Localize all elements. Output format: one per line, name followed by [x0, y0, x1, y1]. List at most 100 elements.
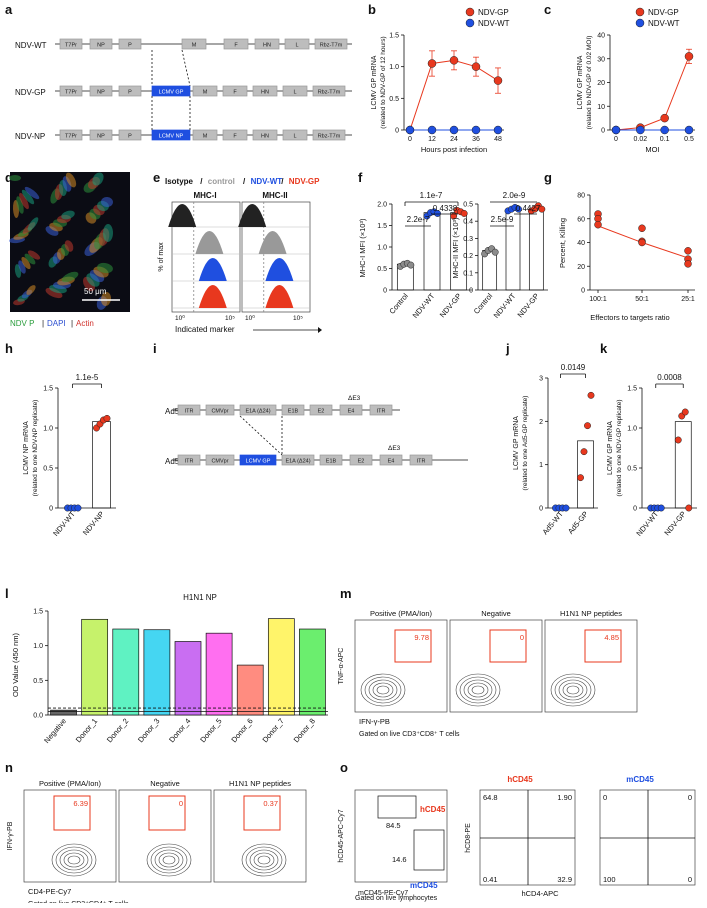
- pc-legend-marker: [635, 7, 645, 17]
- l-y-tick-label: 1.5: [33, 609, 43, 616]
- pm-gate-value: 4.85: [604, 633, 619, 642]
- f-right-data-point: [538, 205, 546, 213]
- panel-letter-k: k: [600, 341, 608, 356]
- pm-contour: [463, 679, 493, 701]
- pb-x-label: Hours post infection: [421, 145, 487, 154]
- panel-m-flow: Positive (PMA/Ion) 9.78 Negative 0 H1N1 NP p…: [338, 609, 638, 738]
- panel-letter-c: c: [544, 2, 551, 17]
- construct-ndv-np-gene-box: [252, 129, 278, 141]
- o-title-h: hCD45: [507, 775, 533, 784]
- l-category-label: Donor_4: [167, 717, 192, 745]
- l-bar: [112, 628, 140, 716]
- pb-data-point: [449, 125, 459, 135]
- o-x-label-1: mCD45-PE-Cy7: [358, 890, 408, 897]
- cell-blob: [100, 292, 112, 306]
- construct-ad5-wt-gene-box: [281, 404, 305, 416]
- histogram-tick: 10⁰: [245, 314, 255, 322]
- panel-n-flow: Positive (PMA/Ion) 6.39 Negative 0 H1N1 NP p…: [7, 779, 307, 908]
- construct-ad5-wt-gene-box: [309, 404, 333, 416]
- pb-data-point: [493, 76, 503, 85]
- panel-letter-a: a: [5, 2, 13, 17]
- panel-letters: a b c d e f g h i j k l m n o: [5, 2, 608, 775]
- f-left-data-point: [407, 261, 415, 269]
- construct-ad5-gp-gene-label: E4: [388, 459, 395, 465]
- pc-x-tick-label: 0: [614, 136, 618, 143]
- pb-y-tick-label: 1.5: [389, 33, 399, 40]
- cell-blob: [61, 210, 75, 220]
- f-right-y-tick-label: 0.1: [463, 270, 473, 277]
- construct-ndv-wt-gene-box: [284, 38, 310, 50]
- construct-ndv-np-gene-label: T7Pr: [65, 134, 77, 140]
- construct-ndv-wt-gene-label: P: [128, 43, 132, 49]
- l-category-label: Donor_8: [292, 717, 317, 745]
- pb-x-tick-label: 36: [472, 136, 480, 143]
- ph-y-tick-label: 0.5: [43, 466, 53, 473]
- construct-ndv-wt-gene-box: [59, 38, 83, 50]
- pk-y-tick-label: 0.5: [627, 466, 637, 473]
- panel-letter-m: m: [340, 586, 352, 601]
- construct-ndv-gp-gene-box: [89, 85, 113, 97]
- ph-y-tick-label: 1.0: [43, 426, 53, 433]
- pn-contour: [146, 843, 192, 877]
- construct-ndv-gp-gene-label: P: [128, 90, 132, 96]
- pn-contour: [257, 855, 271, 865]
- construct-ad5-wt-gene-label: ITR: [185, 409, 194, 415]
- construct-ad5-gp-gene-box: [319, 454, 343, 466]
- construct-ndv-wt-gene-label: NP: [97, 43, 105, 49]
- cell-blob: [102, 224, 114, 242]
- construct-ndv-gp-gene-label: NP: [97, 90, 105, 96]
- pm-plot-title: Positive (PMA/Ion): [370, 609, 433, 618]
- f-left-y-tick-label: 0: [383, 288, 387, 295]
- l-bar: [299, 628, 326, 716]
- pk-data-point: [685, 504, 693, 512]
- construct-ndv-np-gene-box: [151, 129, 191, 141]
- pn-contour: [253, 852, 275, 868]
- pc-y-tick-label: 10: [597, 104, 605, 111]
- panel-o-flow: hCD45 mCD45 84.5 14.6 hCD45-APC-Cy7 mCD45-PE-…: [338, 775, 696, 902]
- pm-gated-label: Gated on live CD3⁺CD8⁺ T cells: [359, 731, 460, 738]
- pn-contour: [63, 852, 85, 868]
- pb-y-label-2: (related to NDV-GP of 12 hours): [380, 36, 387, 128]
- pc-y-tick-label: 30: [597, 56, 605, 63]
- pk-category-label: NDV-GP: [662, 510, 687, 538]
- pm-plot-title: H1N1 NP peptides: [560, 609, 622, 618]
- g-data-point: [684, 260, 692, 268]
- cell-blob: [27, 250, 41, 260]
- construct-ndv-np-gene-box: [89, 129, 113, 141]
- pk-y-tick-label: 1.0: [627, 426, 637, 433]
- construct-ad5-wt-gene-label: E4: [348, 409, 355, 415]
- pc-data-point: [611, 125, 621, 135]
- construct-ndv-np-gene-box: [222, 129, 248, 141]
- p-value: 2.2e-7: [407, 215, 430, 224]
- g-data-point: [638, 238, 646, 247]
- pn-x-label: CD4-PE-Cy7: [28, 887, 71, 896]
- construct-ndv-wt-gene-box: [223, 38, 249, 50]
- p-value: 0.4427: [516, 204, 541, 213]
- construct-ndv-np-gene-box: [118, 129, 142, 141]
- ph-p-value: 1.1e-5: [76, 373, 99, 382]
- l-bar: [81, 618, 109, 716]
- histogram-peak: [198, 258, 227, 281]
- pb-legend-label: NDV-WT: [478, 19, 510, 28]
- pm-contour: [562, 682, 584, 698]
- pb-series-line: [409, 59, 499, 131]
- pb-x-tick-label: 24: [450, 136, 458, 143]
- cell-blob: [101, 196, 113, 208]
- l-category-label: Donor_3: [136, 717, 161, 745]
- l-bar: [267, 618, 295, 716]
- f-right-category-label: NDV-WT: [492, 291, 518, 320]
- histogram-title-mhc1: MHC-I: [193, 191, 216, 200]
- pk-bar: [674, 421, 692, 509]
- l-y-tick-label: 0.5: [33, 678, 43, 685]
- construct-ndv-gp-gene-label: F: [233, 90, 237, 96]
- pc-x-tick-label: 0.1: [660, 136, 670, 143]
- f-left-y-label: MHC-I MFI (×10³): [358, 218, 367, 277]
- pm-contour: [459, 676, 497, 704]
- l-category-label: Donor_2: [105, 717, 130, 745]
- construct-ndv-gp-gene-label: L: [293, 90, 296, 96]
- f-left-y-tick-label: 1.0: [377, 245, 387, 252]
- construct-ad5-wt-gene-label: E1A (Δ24): [245, 409, 270, 415]
- construct-ad5-wt-gene-box: [177, 404, 201, 416]
